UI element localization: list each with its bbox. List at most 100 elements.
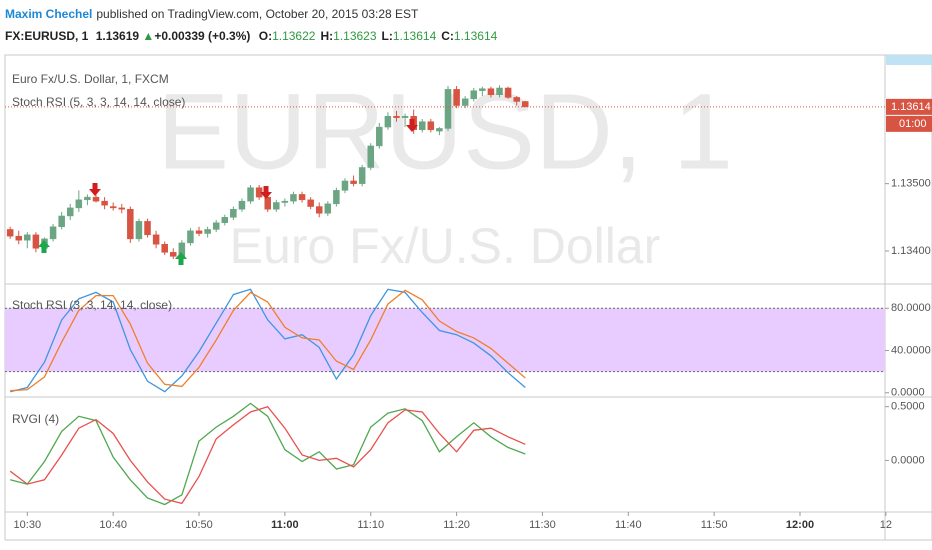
x-tick-label: 10:40 [99, 519, 127, 531]
ohlc-key: L: [381, 29, 393, 43]
last-price-label: 1.13614 [891, 101, 931, 113]
candle-body [393, 116, 400, 118]
header: Maxim Chechel published on TradingView.co… [5, 4, 502, 48]
candle-body [358, 167, 366, 184]
published: published on TradingView.com, October 20… [96, 7, 419, 21]
y-tick-label: 1.13400 [891, 245, 931, 257]
series-line [10, 288, 526, 393]
candle-body [436, 128, 443, 132]
series-line [10, 289, 526, 392]
candle-body [32, 234, 40, 249]
x-tick-label: 10:50 [185, 519, 213, 531]
marks [5, 85, 885, 506]
ohlc-key: O: [258, 29, 273, 43]
candle-body [479, 88, 486, 91]
candle-body [427, 121, 435, 131]
candle-body [513, 97, 520, 102]
candle-body [92, 196, 100, 202]
ohlc-value: 1.13614 [453, 29, 498, 43]
watermark: EURUSD, 1 [157, 71, 733, 192]
candle-body [135, 221, 143, 240]
candle-body [273, 202, 280, 210]
candle-body [84, 196, 91, 201]
candle-body [58, 215, 65, 227]
candle-body [247, 187, 254, 202]
candle-body [298, 194, 306, 201]
candle-body [101, 200, 108, 206]
last-price-box [886, 98, 932, 115]
candle-body [487, 88, 495, 95]
candle-body [204, 229, 211, 234]
candle-body [418, 121, 426, 131]
candle-body [118, 207, 126, 210]
sell-arrow [406, 119, 418, 132]
candle-body [75, 199, 83, 209]
sell-arrow [89, 183, 101, 196]
series-line [9, 405, 526, 505]
candle-body [170, 252, 177, 257]
up-arrow: ▲ [142, 29, 155, 43]
candle-body [453, 89, 460, 106]
candle-body [470, 90, 478, 100]
change: +0.00339 (+0.3%) [154, 29, 251, 43]
x-tick-label: 11:30 [529, 519, 556, 531]
candle-body [127, 208, 134, 240]
candle-body [238, 200, 246, 210]
band [5, 308, 885, 372]
ohlc-value: 1.13614 [392, 29, 437, 43]
x-tick-label: 11:20 [443, 519, 470, 531]
publish-line: Maxim Chechel published on TradingView.co… [5, 4, 502, 26]
candle-body [367, 145, 374, 168]
candle-body [187, 230, 194, 244]
pane-title: RVGI (4) [12, 412, 59, 426]
axis-highlight [886, 55, 932, 65]
author[interactable]: Maxim Chechel [5, 7, 93, 21]
candle-body [212, 222, 220, 230]
countdown-label: 01:00 [899, 118, 927, 130]
last: 1.13619 [95, 29, 140, 43]
candle-body [324, 203, 332, 214]
series-line [10, 402, 526, 506]
candle-body [49, 226, 57, 240]
ohlc-value: 1.13622 [272, 29, 316, 43]
y-tick-label: 0.0000 [891, 387, 925, 399]
candle-body [384, 116, 392, 128]
candle-body [496, 87, 503, 95]
candle-body [24, 234, 31, 241]
x-tick-label: 11:10 [357, 519, 384, 531]
x-tick-label: 10:30 [14, 519, 42, 531]
ohlc-key: C: [441, 29, 454, 43]
candle-body [230, 208, 237, 218]
candle-body [315, 206, 323, 214]
candle-body [152, 234, 160, 245]
y-tick-label: 0.5000 [891, 401, 925, 413]
x-tick-label: 11:00 [271, 519, 299, 531]
pane-subtitle: Stoch RSI (5, 3, 3, 14, 14, close) [12, 95, 185, 109]
symbol-line: FX:EURUSD, 1 1.13619 ▲+0.00339 (+0.3%) O… [5, 26, 502, 48]
candle-body [444, 89, 452, 129]
candle-body [376, 126, 383, 147]
candle-body [264, 196, 271, 210]
candle-body [522, 101, 529, 108]
y-tick-label: 40.0000 [891, 344, 931, 356]
y-tick-label: 80.0000 [891, 302, 931, 314]
y-tick-label: 1.13500 [891, 178, 931, 190]
candle-body [341, 180, 349, 191]
x-tick-label: 11:50 [701, 519, 728, 531]
candle-body [15, 235, 22, 241]
ohlc-value: 1.13623 [333, 29, 377, 43]
candle-body [401, 116, 409, 118]
buy-arrow [175, 252, 187, 265]
x-tick-label: 12 [880, 519, 892, 531]
pane-title: Stoch RSI (3, 3, 14, 14, close) [12, 298, 172, 312]
pane-title: Euro Fx/U.S. Dollar, 1, FXCM [12, 72, 169, 86]
candle-body [350, 180, 357, 184]
candle-body [195, 230, 203, 234]
countdown-box [886, 115, 932, 132]
candle-body [333, 190, 340, 205]
candle-body [307, 199, 314, 207]
buy-arrow [38, 240, 50, 253]
x-tick-label: 12:00 [786, 519, 814, 531]
